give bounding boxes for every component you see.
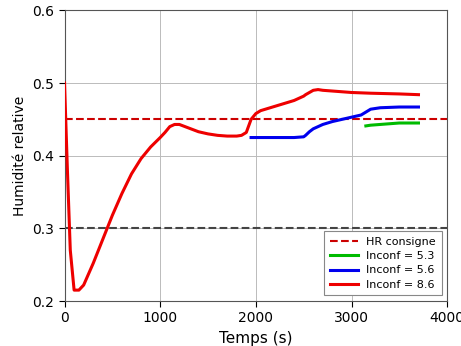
Legend: HR consigne, Inconf = 5.3, Inconf = 5.6, Inconf = 8.6: HR consigne, Inconf = 5.3, Inconf = 5.6,… [324,231,442,295]
X-axis label: Temps (s): Temps (s) [219,331,293,346]
Y-axis label: Humidité relative: Humidité relative [12,95,27,216]
